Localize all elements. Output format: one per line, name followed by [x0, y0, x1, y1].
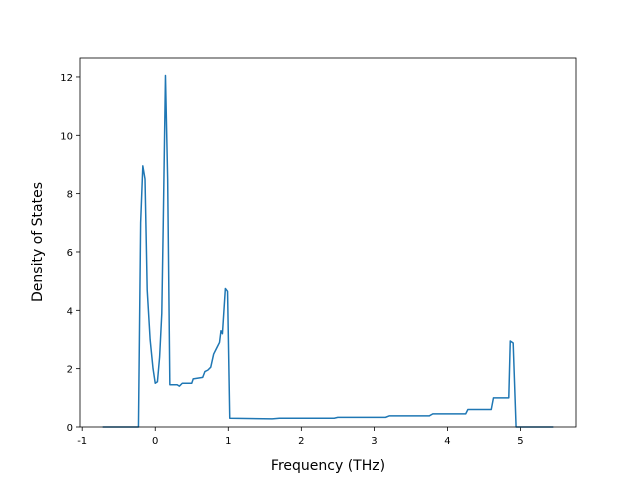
y-tick-label: 0 [67, 423, 73, 434]
y-tick-label: 8 [67, 190, 73, 201]
x-tick-label: 2 [298, 436, 304, 447]
x-tick-label: 3 [371, 436, 377, 447]
x-tick-label: 0 [152, 436, 158, 447]
x-tick-label: -1 [77, 436, 87, 447]
x-tick-label: 4 [444, 436, 450, 447]
y-axis-label: Density of States [30, 182, 46, 302]
plot-frame [79, 57, 577, 428]
y-tick-label: 6 [67, 248, 73, 259]
y-tick-label: 2 [67, 365, 73, 376]
x-tick-label: 1 [225, 436, 231, 447]
dos-line [102, 74, 554, 428]
y-tick-label: 10 [60, 131, 73, 142]
x-axis-label: Frequency (THz) [271, 458, 385, 474]
y-tick-label: 4 [67, 306, 73, 317]
y-tick-label: 12 [60, 73, 73, 84]
x-tick-label: 5 [517, 436, 523, 447]
